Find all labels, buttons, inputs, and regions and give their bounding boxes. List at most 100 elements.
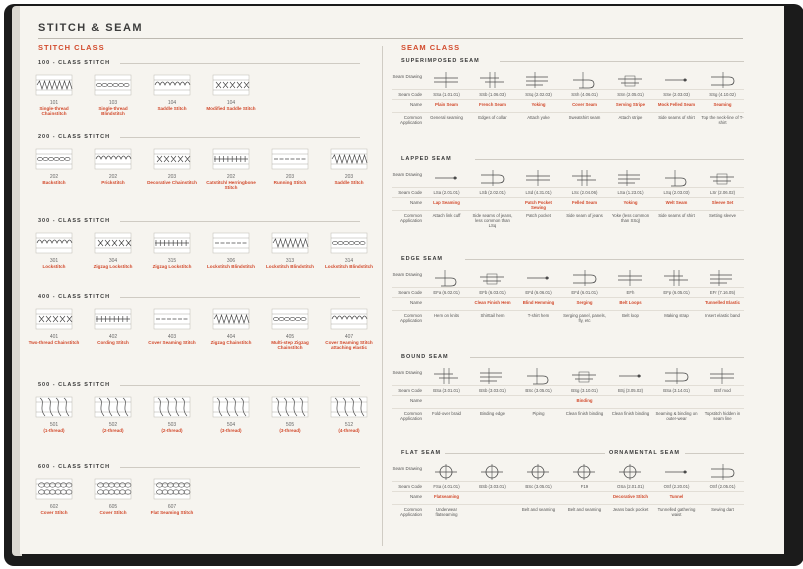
- seam-code: F19: [580, 484, 589, 489]
- stitch-icon: [330, 396, 368, 418]
- seam-icon: [481, 464, 503, 480]
- stitch-name: Zigzag Lockstitch: [152, 264, 192, 269]
- seam-drawing: [477, 366, 507, 391]
- stitch-number: 103: [108, 100, 118, 106]
- seam-application: Side seams of shirt: [658, 115, 695, 120]
- row-label-code: Seam Code: [398, 388, 422, 393]
- seam-icon: [618, 75, 642, 87]
- stitch-item: 315 Zigzag Lockstitch: [146, 230, 198, 269]
- seam-group-rule: [445, 453, 605, 454]
- stitch-icon: [94, 148, 132, 170]
- seam-code: EFb (6.03.01): [479, 290, 506, 295]
- seam-group-label: SUPERIMPOSED SEAM: [401, 58, 480, 64]
- seam-drawing: [661, 462, 691, 487]
- seam-icon: [572, 170, 596, 186]
- seam-icon: [435, 270, 457, 287]
- seam-icon: [527, 276, 549, 280]
- stitch-name: Saddle Stitch: [157, 106, 187, 111]
- seam-code: LSa (1.23.01): [617, 190, 644, 195]
- seam-row-rule: [392, 89, 744, 90]
- stitch-name: (4-thread): [338, 428, 360, 433]
- stitch-item: 101 Single-thread Chainstitch: [28, 72, 80, 116]
- stitch-item: 403 Cover Seaming Stitch: [146, 306, 198, 345]
- stitch-number: 203: [167, 174, 177, 180]
- seam-code: OSa (2.01.01): [617, 484, 644, 489]
- row-label-name: Name: [409, 102, 422, 107]
- seam-group-label: BOUND SEAM: [401, 354, 449, 360]
- seam-drawing: [523, 70, 553, 95]
- stitch-name: Backstitch: [42, 180, 66, 185]
- stitch-icon: [94, 232, 132, 254]
- seam-icon: [526, 170, 550, 186]
- seam-icon: [481, 170, 505, 186]
- seam-drawing: [431, 70, 461, 95]
- seam-row-rule: [392, 197, 744, 198]
- book-spine: [12, 6, 22, 556]
- seam-code: BSg (3.10.01): [571, 388, 598, 393]
- seam-code: BSf mod: [714, 388, 731, 393]
- seam-icon: [711, 464, 735, 480]
- seam-application: Attach stripe: [618, 115, 643, 120]
- seam-name: Sleeve Set: [711, 200, 734, 205]
- seam-code: BSj (3.05.02): [617, 388, 644, 393]
- seam-name: Decorative Stitch: [612, 494, 649, 499]
- row-label-code: Seam Code: [398, 484, 422, 489]
- seam-application: Side seams of jeans, less common than LS…: [472, 213, 513, 228]
- seam-code: OSf (2.05.01): [709, 484, 736, 489]
- stitch-class-rule: [120, 297, 360, 298]
- stitch-number: 512: [344, 422, 354, 428]
- stitch-name: Prickstitch: [101, 180, 125, 185]
- row-label-name: Name: [409, 494, 422, 499]
- seam-drawing: [707, 462, 737, 487]
- seam-code: BSc (3.05.01): [525, 484, 552, 489]
- seam-application: Sewing dart: [711, 507, 734, 512]
- seam-icon: [434, 72, 458, 88]
- stitch-number: 104: [167, 100, 177, 106]
- title-rule: [38, 38, 743, 39]
- stitch-name: Multi-step Zigzag Chainstitch: [271, 340, 309, 351]
- stitch-item: 405 Multi-step Zigzag Chainstitch: [264, 306, 316, 350]
- seam-application: Belt and seaming: [521, 507, 556, 512]
- row-label-drawing: Seam Drawing: [392, 466, 422, 471]
- seam-drawing: [523, 268, 553, 293]
- stitch-number: 503: [167, 422, 177, 428]
- stitch-item: 407 Cover Seaming Stitch attaching elasti…: [323, 306, 375, 350]
- seam-group-label: ORNAMENTAL SEAM: [609, 450, 681, 456]
- book-page: STITCH & SEAM STITCH CLASS SEAM CLASS 10…: [20, 6, 784, 554]
- seam-icon: [573, 464, 595, 480]
- seam-code: EFh: [626, 290, 635, 295]
- stitch-name: Running Stitch: [273, 180, 307, 185]
- seam-icon: [526, 72, 548, 88]
- seam-code: SSe (2.03.03): [663, 92, 690, 97]
- seam-application: Tunnelled gathering waist: [657, 507, 696, 517]
- stitch-icon: [35, 74, 73, 96]
- stitch-item: 202 Prickstitch: [87, 146, 139, 185]
- seam-drawing: [707, 168, 737, 193]
- seam-icon: [480, 273, 504, 285]
- row-label-code: Seam Code: [398, 290, 422, 295]
- stitch-name: Zigzag Lockstitch: [93, 264, 133, 269]
- seam-drawing: [431, 462, 461, 487]
- seam-code: BSb (3.03.01): [479, 484, 506, 489]
- seam-code: FSa (4.01.01): [433, 484, 460, 489]
- seam-name: Blind Hemming: [522, 300, 555, 305]
- stitch-name: Cording Stitch: [97, 340, 129, 345]
- stitch-name: (1-thread): [43, 428, 65, 433]
- seam-application: General seaming: [430, 115, 463, 120]
- seam-application: Sweatshirt seam: [568, 115, 601, 120]
- stitch-icon: [153, 308, 191, 330]
- seam-drawing: [661, 268, 691, 293]
- seam-drawing: [661, 70, 691, 95]
- seam-icon: [527, 368, 549, 385]
- seam-row-rule: [392, 385, 744, 386]
- seam-name: Welt Seam: [665, 200, 688, 205]
- seam-icon: [480, 72, 504, 88]
- row-label-name: Name: [409, 200, 422, 205]
- stitch-icon: [330, 148, 368, 170]
- seam-row-rule: [392, 395, 744, 396]
- seam-icon: [619, 374, 641, 378]
- stitch-item: 605 Cover Stitch: [87, 476, 139, 515]
- seam-icon: [665, 170, 687, 187]
- column-divider: [382, 46, 383, 546]
- stitch-name: Lockstitch: [42, 264, 66, 269]
